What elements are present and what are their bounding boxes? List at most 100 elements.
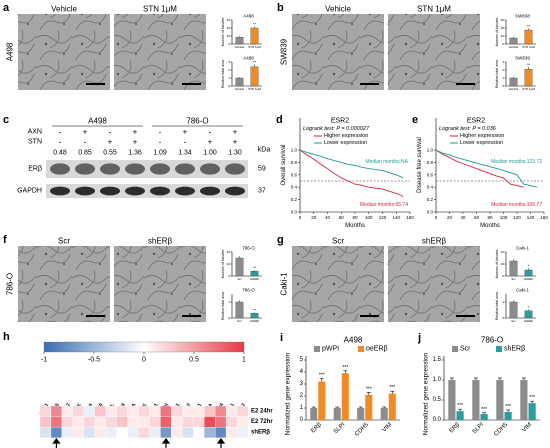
y-tick-label: 3 [502,60,504,64]
y-tick-label: 0.4 [291,185,298,190]
heat-cell [215,416,227,428]
bar [357,408,365,420]
significance: * [528,263,530,268]
heat-cell [61,416,73,428]
heat-cell [182,416,194,428]
bar [365,394,373,420]
x-tick-label: 140 [527,215,535,220]
x-tick-label: Scr [237,319,242,323]
heat-cell [127,405,139,417]
treatment: AXN [28,129,42,136]
x-tick-label: shERβ [250,319,259,323]
x-tick-label: 120 [379,215,387,220]
heat-cell [72,416,84,428]
micrograph [18,246,110,322]
band-ratio: 1.09 [153,150,167,157]
band-name: GAPDH [17,188,42,195]
annotation: Median months:106.77 [491,202,542,208]
panel-label: h [3,331,10,343]
x-tick-label: 80 [487,215,493,220]
band [75,186,95,196]
significance: *** [481,407,487,413]
y-tick-label: 0.8 [291,160,298,165]
bar [448,380,456,420]
x-tick-label: STN 1μM [248,45,261,49]
heat-cell [160,405,172,417]
heat-cell [39,405,52,417]
x-tick-label: VIM [521,422,533,434]
chart-title: 786-O [481,336,503,345]
heat-cell [127,427,139,438]
x-axis-label: Months [345,223,365,229]
y-tick-label: 4 [300,369,304,375]
bar [250,66,259,87]
band [225,163,245,175]
chart-title: Caki-1 [516,246,530,251]
colorbar-tick-label: -0.5 [88,357,100,364]
heat-cell [94,416,106,428]
bar [524,310,533,319]
panel-label: c [3,114,9,126]
chart-title: A498 [344,336,363,345]
legend-swatch [314,346,320,352]
x-tick-label: Scr [511,319,516,323]
heat-cell [225,416,238,428]
x-tick-label: 40 [460,215,466,220]
heat-cell [149,416,161,428]
y-tick-label: 0 [228,84,230,88]
group-label: A498 [88,117,107,126]
row-label: E2 72hr [251,419,273,425]
band [200,163,220,175]
micrograph [114,14,206,90]
treatment-sign: - [209,128,212,137]
y-tick-label: 1 [502,300,504,304]
heat-cell [50,416,63,428]
panel-label: a [3,2,10,14]
heat-cell [149,427,161,438]
bar [310,408,318,420]
bar [509,301,518,319]
y-axis-label: Relative total area [495,60,499,88]
y-tick-label: 40 [227,26,231,30]
bar [509,260,518,277]
band-name: ERβ [28,166,42,173]
y-tick-label: 0 [228,316,230,320]
x-tick-label: Vehicle [235,87,245,91]
y-tick-label: 0.2 [291,197,298,202]
heat-cell [236,416,249,428]
treatment-sign: - [59,128,62,137]
image-title: shERβ [148,237,173,246]
y-tick-label: 2 [300,393,304,399]
y-tick-label: 1 [300,405,304,411]
x-tick-label: 20 [447,215,453,220]
colorbar [43,341,245,353]
treatment-sign: + [83,128,88,137]
chart-title: ESR2 [467,118,485,125]
legend-label: Higher expression [324,133,368,139]
significance: ** [253,21,257,26]
x-tick-label: STN 1μM [248,87,261,91]
bar [528,403,536,420]
x-tick-label: 20 [311,215,317,220]
legend-swatch [496,346,502,352]
bar [509,77,518,87]
y-tick-label: 0.6 [427,172,434,177]
y-tick-label: 3 [300,381,304,387]
heat-cell [105,416,117,428]
heat-cell [116,416,128,428]
chart-title: 786-O [242,246,255,251]
heat-cell [171,416,183,428]
x-tick-label: ERβ [449,421,462,434]
x-axis-label: Months [480,223,500,229]
y-tick-label: 60 [227,18,231,22]
y-tick-label: 0 [228,274,230,278]
x-tick-label: 60 [474,215,480,220]
x-tick-label: Vehicle [235,45,245,49]
panel-label: i [280,332,283,344]
heat-cell [83,427,95,438]
y-tick-label: 40 [501,26,505,30]
y-tick-label: 1 [502,76,504,80]
significance: ** [253,307,257,312]
treatment-sign: + [108,138,113,147]
